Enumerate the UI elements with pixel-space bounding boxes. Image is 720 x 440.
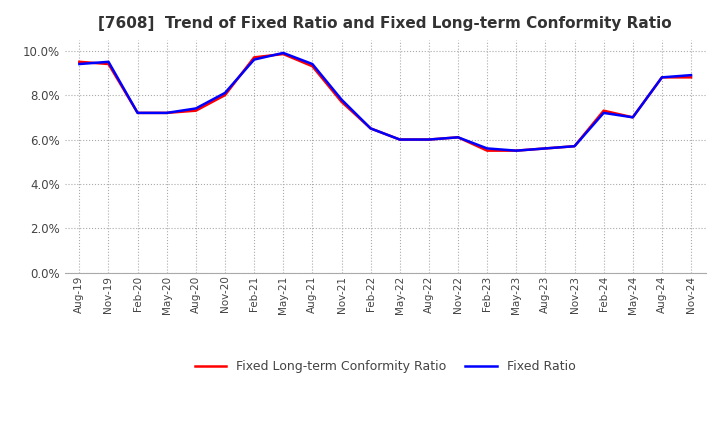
- Fixed Long-term Conformity Ratio: [483, 148, 492, 153]
- Fixed Ratio: [512, 148, 521, 153]
- Fixed Ratio: [541, 146, 550, 151]
- Line: Fixed Ratio: Fixed Ratio: [79, 53, 691, 150]
- Fixed Long-term Conformity Ratio: [541, 146, 550, 151]
- Fixed Ratio: [687, 73, 696, 78]
- Fixed Long-term Conformity Ratio: [657, 75, 666, 80]
- Fixed Ratio: [163, 110, 171, 116]
- Fixed Long-term Conformity Ratio: [133, 110, 142, 116]
- Fixed Long-term Conformity Ratio: [629, 115, 637, 120]
- Fixed Long-term Conformity Ratio: [250, 55, 258, 60]
- Fixed Ratio: [570, 143, 579, 149]
- Fixed Ratio: [454, 135, 462, 140]
- Fixed Long-term Conformity Ratio: [454, 135, 462, 140]
- Title: [7608]  Trend of Fixed Ratio and Fixed Long-term Conformity Ratio: [7608] Trend of Fixed Ratio and Fixed Lo…: [99, 16, 672, 32]
- Fixed Long-term Conformity Ratio: [337, 99, 346, 104]
- Fixed Long-term Conformity Ratio: [104, 62, 113, 67]
- Fixed Ratio: [599, 110, 608, 116]
- Fixed Ratio: [133, 110, 142, 116]
- Fixed Ratio: [337, 97, 346, 102]
- Fixed Long-term Conformity Ratio: [599, 108, 608, 114]
- Fixed Long-term Conformity Ratio: [425, 137, 433, 142]
- Fixed Ratio: [104, 59, 113, 64]
- Fixed Long-term Conformity Ratio: [192, 108, 200, 114]
- Fixed Ratio: [657, 75, 666, 80]
- Fixed Ratio: [395, 137, 404, 142]
- Fixed Ratio: [425, 137, 433, 142]
- Fixed Ratio: [75, 62, 84, 67]
- Fixed Long-term Conformity Ratio: [220, 92, 229, 98]
- Fixed Long-term Conformity Ratio: [570, 143, 579, 149]
- Fixed Ratio: [220, 90, 229, 95]
- Fixed Ratio: [192, 106, 200, 111]
- Fixed Ratio: [250, 57, 258, 62]
- Fixed Long-term Conformity Ratio: [512, 148, 521, 153]
- Fixed Long-term Conformity Ratio: [395, 137, 404, 142]
- Fixed Ratio: [279, 50, 287, 55]
- Fixed Long-term Conformity Ratio: [163, 110, 171, 116]
- Fixed Ratio: [629, 115, 637, 120]
- Fixed Long-term Conformity Ratio: [75, 59, 84, 64]
- Fixed Long-term Conformity Ratio: [687, 75, 696, 80]
- Fixed Ratio: [366, 126, 375, 131]
- Legend: Fixed Long-term Conformity Ratio, Fixed Ratio: Fixed Long-term Conformity Ratio, Fixed …: [190, 356, 580, 378]
- Fixed Long-term Conformity Ratio: [308, 64, 317, 69]
- Fixed Ratio: [483, 146, 492, 151]
- Fixed Ratio: [308, 62, 317, 67]
- Line: Fixed Long-term Conformity Ratio: Fixed Long-term Conformity Ratio: [79, 54, 691, 150]
- Fixed Long-term Conformity Ratio: [279, 51, 287, 57]
- Fixed Long-term Conformity Ratio: [366, 126, 375, 131]
